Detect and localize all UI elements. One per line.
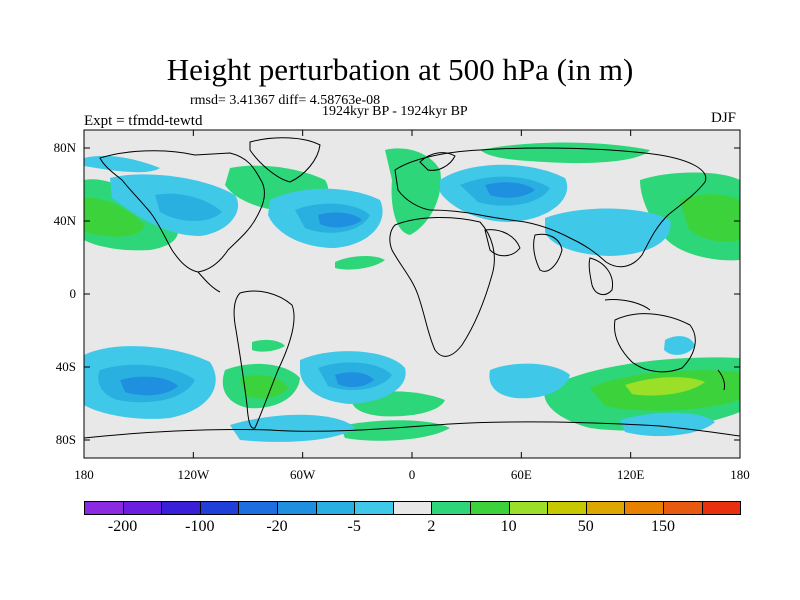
colorbar-swatch [354, 501, 394, 515]
colorbar-swatch [315, 501, 356, 515]
colorbar-label: 2 [427, 518, 436, 535]
positive-core [625, 377, 705, 396]
positive-region [335, 256, 385, 270]
colorbar-swatch [84, 501, 124, 515]
x-tick-label: 120W [177, 467, 210, 482]
y-tick-label: 0 [69, 286, 77, 301]
colorbar-label: 10 [500, 518, 517, 535]
period-label: 1924kyr BP - 1924kyr BP [322, 104, 468, 119]
colorbar [84, 501, 742, 515]
perturbation-field [84, 142, 740, 442]
colorbar-swatch [663, 501, 703, 515]
colorbar-label: -100 [185, 518, 215, 535]
positive-core [680, 194, 740, 242]
negative-region [664, 336, 695, 355]
positive-core [84, 197, 145, 237]
stats-label: rmsd= 3.41367 diff= 4.58763e-08 [190, 93, 381, 108]
negative-region [489, 363, 570, 399]
experiment-label: Expt = tfmdd-tewtd [84, 113, 203, 129]
positive-region [340, 420, 450, 441]
negative-region [545, 208, 671, 256]
positive-region [480, 142, 650, 164]
colorbar-label: -5 [347, 518, 361, 535]
season-label: DJF [711, 110, 737, 126]
colorbar-swatch [624, 501, 664, 515]
map-title: Height perturbation at 500 hPa (in m) [166, 52, 634, 87]
colorbar-label: 50 [577, 518, 594, 535]
y-tick-label: 40N [53, 213, 76, 228]
colorbar-label: -200 [107, 518, 138, 535]
y-tick-label: 80N [53, 140, 76, 155]
colorbar-swatch [508, 501, 549, 515]
colorbar-swatch [547, 501, 587, 515]
colorbar-label: 150 [651, 518, 675, 535]
colorbar-swatch [122, 501, 163, 515]
negative-region [620, 412, 715, 437]
x-tick-label: 180 [74, 467, 94, 482]
negative-region [230, 414, 355, 442]
colorbar-swatch [431, 501, 471, 515]
positive-core [240, 375, 288, 399]
y-tick-label: 80S [55, 432, 76, 447]
x-tick-label: 0 [408, 467, 416, 482]
negative-core [485, 182, 535, 198]
colorbar-swatch [238, 501, 278, 515]
coastlines [84, 137, 740, 439]
colorbar-swatch [585, 501, 626, 515]
colorbar-swatch [392, 501, 433, 515]
positive-region [385, 148, 441, 235]
x-tick-label: 60E [510, 467, 532, 482]
x-tick-label: 60W [290, 467, 316, 482]
negative-core [335, 372, 374, 388]
colorbar-label: -20 [266, 518, 288, 535]
negative-core [120, 376, 178, 396]
colorbar-swatch [161, 501, 201, 515]
x-tick-label: 120E [616, 467, 645, 482]
x-tick-label: 180 [730, 467, 750, 482]
y-tick-label: 40S [55, 359, 76, 374]
negative-region [84, 155, 160, 173]
axis-ticks [83, 130, 741, 458]
colorbar-swatch [277, 501, 317, 515]
colorbar-swatch [701, 501, 742, 515]
colorbar-swatch [470, 501, 510, 515]
negative-core [318, 212, 362, 228]
negative-core [155, 193, 222, 221]
positive-region [252, 339, 285, 352]
colorbar-swatch [199, 501, 240, 515]
